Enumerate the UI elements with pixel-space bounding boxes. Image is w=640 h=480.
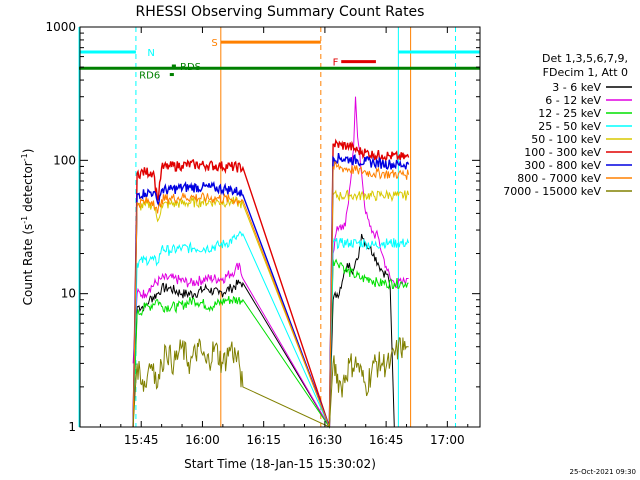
- legend-label-3: 12 - 25 keV: [538, 107, 601, 120]
- legend-label-8: 800 - 7000 keV: [517, 172, 601, 185]
- legend-label-5: 50 - 100 keV: [531, 133, 601, 146]
- legend-label-9: 7000 - 15000 keV: [503, 185, 601, 198]
- series-line-3: [132, 258, 409, 429]
- y-tick-label: 100: [53, 153, 76, 167]
- y-tick-label: 1: [68, 420, 76, 434]
- x-tick-label: 16:00: [185, 433, 220, 447]
- y-tick-label: 1000: [45, 20, 76, 34]
- x-tick-label: 16:15: [246, 433, 281, 447]
- legend-label-4: 25 - 50 keV: [538, 120, 601, 133]
- legend-label-7: 300 - 800 keV: [524, 159, 601, 172]
- series-line-4: [132, 230, 410, 428]
- y-tick-label: 10: [61, 287, 76, 301]
- y-axis-label: Count Rate (s-1 detector-1): [20, 149, 35, 306]
- interval-label-n: N: [147, 48, 154, 59]
- x-axis-label: Start Time (18-Jan-15 15:30:02): [184, 457, 376, 471]
- interval-label-s: S: [211, 38, 217, 49]
- series-line-5: [132, 189, 410, 428]
- x-tick-label: 16:45: [369, 433, 404, 447]
- series-line-7: [132, 152, 410, 428]
- legend-header-detectors: Det 1,3,5,6,7,9,: [542, 52, 628, 65]
- observing-intervals: NSFRD6RDS: [79, 38, 480, 82]
- x-tick-label: 17:00: [430, 433, 465, 447]
- legend: Det 1,3,5,6,7,9, FDecim 1, Att 0 3 - 6 k…: [503, 52, 632, 198]
- legend-label-6: 100 - 300 keV: [524, 146, 601, 159]
- series-lines: [132, 96, 410, 429]
- legend-label-2: 6 - 12 keV: [545, 94, 601, 107]
- series-line-6: [132, 138, 410, 428]
- x-tick-label: 16:30: [308, 433, 343, 447]
- chart-title: RHESSI Observing Summary Count Rates: [136, 4, 425, 20]
- y-axis: 1 10 100 1000: [45, 20, 480, 434]
- plot-frame: [79, 26, 481, 428]
- series-line-9: [132, 337, 409, 428]
- interval-label-rd6: RD6: [139, 71, 160, 82]
- x-axis: 15:45 16:00 16:15 16:30 16:45 17:00: [99, 27, 469, 447]
- series-line-2: [132, 96, 409, 429]
- series-line-8: [132, 160, 410, 428]
- x-tick-label: 15:45: [124, 433, 159, 447]
- footer-timestamp: 25-Oct-2021 09:30: [570, 468, 636, 476]
- interval-label-f: F: [333, 58, 339, 69]
- legend-label-1: 3 - 6 keV: [552, 81, 601, 94]
- legend-header-decimation: FDecim 1, Att 0: [543, 66, 628, 79]
- interval-boundary-lines: [78, 27, 457, 427]
